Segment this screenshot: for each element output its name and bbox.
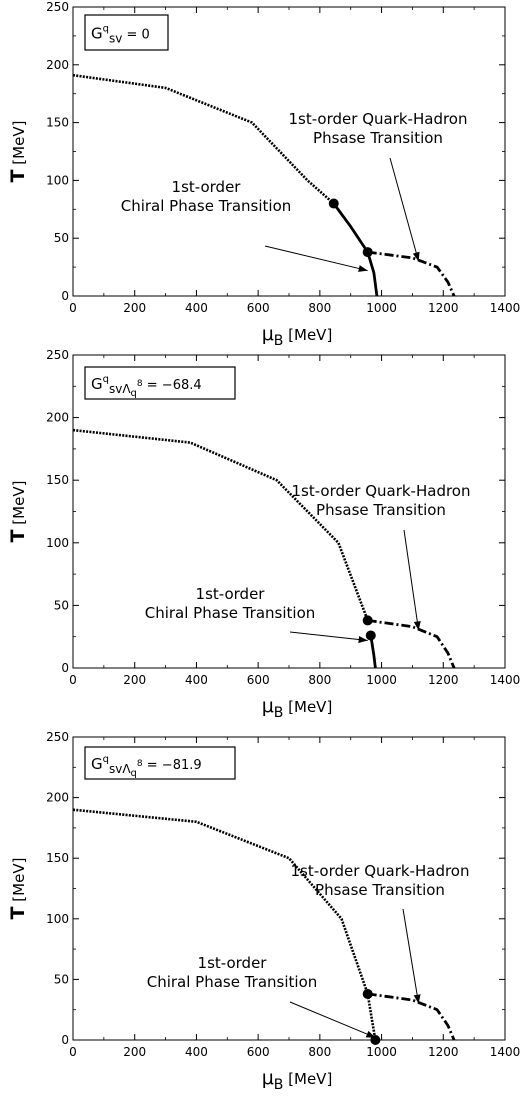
x-tick-label: 600 [247,673,270,687]
y-axis-label: T [MeV] [7,481,29,543]
critical-point [365,630,376,641]
x-axis-label: μB [MeV] [262,1067,333,1093]
x-tick-label: 1400 [490,673,521,687]
x-tick-label: 0 [69,301,77,315]
x-tick-label: 1000 [366,301,397,315]
annotation-qh-line: 1st-order Quark-Hadron [292,482,471,500]
annotation-chiral-line: Chiral Phase Transition [121,197,292,215]
arrow-head [358,265,368,272]
x-tick-label: 1400 [490,1045,521,1059]
x-tick-label: 400 [185,1045,208,1059]
x-tick-label: 600 [247,301,270,315]
annotation-arrow [289,1001,376,1039]
y-tick-label: 0 [61,289,69,303]
annotation-qh-line: 1st-order Quark-Hadron [291,862,470,880]
y-tick-label: 200 [46,791,69,805]
x-tick-label: 1200 [428,301,459,315]
y-tick-label: 200 [46,411,69,425]
series-line-dotted [72,73,335,205]
x-tick-label: 1400 [490,301,521,315]
critical-point [362,615,373,626]
chart-panel-1: 0 200 400 600 800 1000 1200 1400 0 50 100 150 200 250… [7,0,520,349]
arrow-head [413,994,421,1004]
y-tick-label: 100 [46,536,69,550]
annotation-qh-line: Phsase Transition [315,881,445,899]
y-axis-label: T [MeV] [7,858,29,920]
x-axis-label: μB [MeV] [262,695,333,721]
parameter-label: GqsvΛq8 = −81.9 [91,754,202,779]
y-axis-label: T [MeV] [7,121,29,183]
y-tick-label: 250 [46,348,69,362]
parameter-box [84,746,236,780]
parameter-label: Gqsv = 0 [91,24,150,46]
x-tick-label: 0 [69,1045,77,1059]
y-tick-label: 200 [46,58,69,72]
annotation-arrow [264,245,368,272]
x-tick-label: 1200 [428,673,459,687]
x-tick-label: 200 [123,673,146,687]
x-tick-label: 200 [123,301,146,315]
annotation-arrow [403,529,420,631]
annotation-arrow [389,157,420,262]
annotation-chiral-line: 1st-order [196,585,266,603]
critical-point [362,988,373,999]
y-tick-label: 0 [61,1033,69,1047]
y-tick-label: 50 [54,231,69,245]
series-line-dotted [366,993,377,1041]
x-axis-label: μB [MeV] [262,323,333,349]
critical-point [362,247,373,258]
x-tick-label: 200 [123,1045,146,1059]
y-tick-label: 50 [54,598,69,612]
annotation-chiral-line: 1st-order [172,178,242,196]
x-tick-label: 1000 [366,673,397,687]
annotation-qh-line: Phsase Transition [316,501,446,519]
y-tick-label: 150 [46,116,69,130]
chart-panel-2: 0 200 400 600 800 1000 1200 1400 0 50 100 150 200 250… [7,348,520,721]
annotation-chiral-line: 1st-order [198,954,268,972]
x-tick-label: 1200 [428,1045,459,1059]
critical-point [328,198,339,209]
y-tick-label: 100 [46,912,69,926]
x-tick-label: 600 [247,1045,270,1059]
y-tick-label: 250 [46,730,69,744]
x-tick-label: 400 [185,673,208,687]
annotation-chiral-line: Chiral Phase Transition [145,604,316,622]
chart-panel-3: 0 200 400 600 800 1000 1200 1400 0 50 100 150 200 250… [7,730,520,1093]
x-tick-label: 800 [308,673,331,687]
y-tick-label: 100 [46,173,69,187]
annotation-qh-line: 1st-order Quark-Hadron [289,110,468,128]
annotation-arrow [289,631,368,641]
series-line-dashdot [367,619,456,669]
x-tick-label: 1000 [366,1045,397,1059]
y-tick-label: 150 [46,473,69,487]
x-tick-label: 800 [308,1045,331,1059]
annotation-arrow [402,908,420,1004]
annotation-qh-line: Phsase Transition [313,129,443,147]
y-tick-label: 50 [54,972,69,986]
x-tick-label: 400 [185,301,208,315]
x-tick-label: 800 [308,301,331,315]
arrow-head [358,636,368,643]
parameter-box [84,14,169,51]
y-tick-label: 250 [46,0,69,14]
arrow-head [413,621,421,631]
series-line-solid [369,635,377,669]
x-tick-label: 0 [69,673,77,687]
y-tick-label: 0 [61,661,69,675]
annotation-chiral-line: Chiral Phase Transition [147,973,318,991]
parameter-box [84,366,236,400]
y-tick-label: 150 [46,851,69,865]
series-line-dotted [72,808,369,995]
parameter-label: GqsvΛq8 = −68.4 [91,374,202,399]
series-line-dashdot [367,250,456,297]
arrow-head [412,251,420,262]
series-line-dotted [72,428,369,621]
series-line-dashdot [367,992,456,1041]
arrow-head [365,1030,376,1038]
